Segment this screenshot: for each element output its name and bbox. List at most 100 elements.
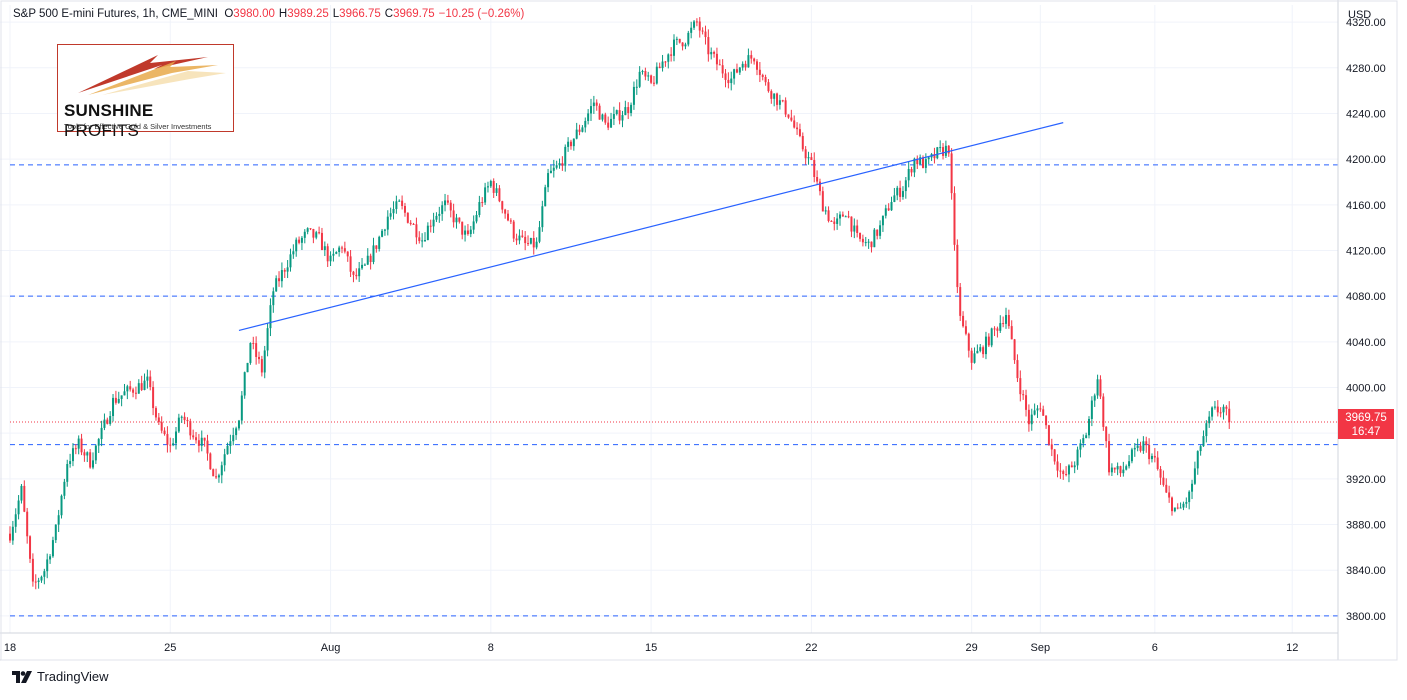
candle-body (984, 336, 987, 355)
candle-body (741, 63, 744, 68)
candle-body (421, 240, 424, 242)
candle-body (601, 114, 604, 120)
candle-body (29, 536, 32, 559)
candle-body (203, 437, 206, 441)
candle-body (223, 454, 226, 466)
candle-body (318, 232, 321, 234)
close-value: 3969.75 (393, 8, 435, 20)
candle-body (993, 328, 996, 330)
candle-body (484, 187, 487, 203)
candle-body (1173, 507, 1176, 512)
candle-body (126, 386, 129, 392)
candle-body (876, 229, 879, 236)
candle-body (335, 252, 338, 254)
candle-body (455, 217, 458, 223)
candle-body (320, 232, 323, 251)
candle-body (733, 69, 736, 79)
candle-body (192, 435, 195, 438)
candle-body (412, 223, 415, 225)
candle-body (152, 386, 155, 409)
candle-body (1142, 441, 1145, 451)
candle-body (255, 343, 258, 357)
candle-body (922, 157, 924, 168)
candle-body (89, 452, 92, 468)
candle-body (590, 106, 592, 114)
candle-body (841, 214, 844, 217)
tradingview-footer[interactable]: TradingView (12, 669, 109, 684)
candle-body (26, 511, 29, 537)
candle-body (303, 231, 306, 238)
candle-body (987, 336, 990, 346)
candle-body (561, 163, 564, 166)
candle-body (870, 241, 873, 248)
candle-body (695, 21, 698, 23)
candle-body (1185, 502, 1188, 504)
candle-body (1076, 449, 1079, 466)
candle-body (263, 350, 266, 373)
candle-body (532, 238, 535, 248)
candle-body (1030, 414, 1033, 425)
candle-body (1013, 339, 1016, 361)
candle-body (724, 73, 727, 80)
candle-body (361, 264, 364, 269)
candle-body (501, 201, 504, 210)
candle-body (220, 465, 223, 476)
candle-body (638, 71, 641, 87)
candle-body (667, 54, 670, 62)
candle-body (1067, 465, 1070, 475)
candle-body (134, 392, 137, 394)
candle-body (652, 82, 655, 84)
candle-body (40, 576, 43, 581)
y-tick-label: 3800.00 (1346, 611, 1386, 623)
candle-body (632, 86, 635, 105)
candle-body (787, 114, 790, 118)
candle-body (864, 242, 867, 244)
candle-body (1027, 409, 1030, 425)
candle-body (415, 224, 418, 238)
candle-body (166, 434, 169, 445)
candle-body (180, 416, 183, 418)
candle-body (1171, 497, 1173, 512)
candle-body (1211, 407, 1214, 417)
candle-body (140, 383, 143, 390)
candle-body (146, 376, 149, 381)
candle-body (212, 469, 215, 477)
candle-body (738, 67, 741, 73)
candle-body (856, 225, 859, 233)
close-label: C (384, 8, 394, 20)
candle-body (558, 163, 561, 166)
candle-body (409, 222, 412, 224)
candle-body (472, 221, 475, 230)
candle-body (781, 100, 784, 102)
x-tick-label: 18 (4, 642, 16, 654)
candle-body (1208, 416, 1211, 424)
candle-body (275, 278, 278, 292)
candle-body (721, 65, 724, 74)
candle-body (1222, 406, 1225, 413)
candle-body (266, 328, 269, 351)
candle-body (389, 213, 392, 217)
candle-body (355, 274, 358, 277)
candle-body (464, 230, 467, 235)
candle-body (235, 428, 238, 436)
candle-body (175, 431, 177, 444)
candle-body (635, 86, 638, 88)
tradingview-logo-icon (12, 670, 32, 683)
candle-body (269, 305, 272, 329)
candle-body (446, 200, 449, 203)
candle-body (100, 427, 103, 440)
x-tick-label: 6 (1152, 642, 1158, 654)
candle-body (818, 181, 821, 192)
chart-outline (0, 0, 1398, 661)
candle-body (515, 238, 518, 241)
candle-body (486, 186, 489, 188)
candle-body (1219, 412, 1222, 414)
candle-body (80, 438, 83, 453)
candle-body (970, 350, 973, 363)
candle-body (664, 61, 667, 63)
candle-body (312, 229, 315, 238)
candle-body (217, 475, 220, 478)
candle-body (801, 136, 804, 150)
candle-body (338, 247, 341, 253)
